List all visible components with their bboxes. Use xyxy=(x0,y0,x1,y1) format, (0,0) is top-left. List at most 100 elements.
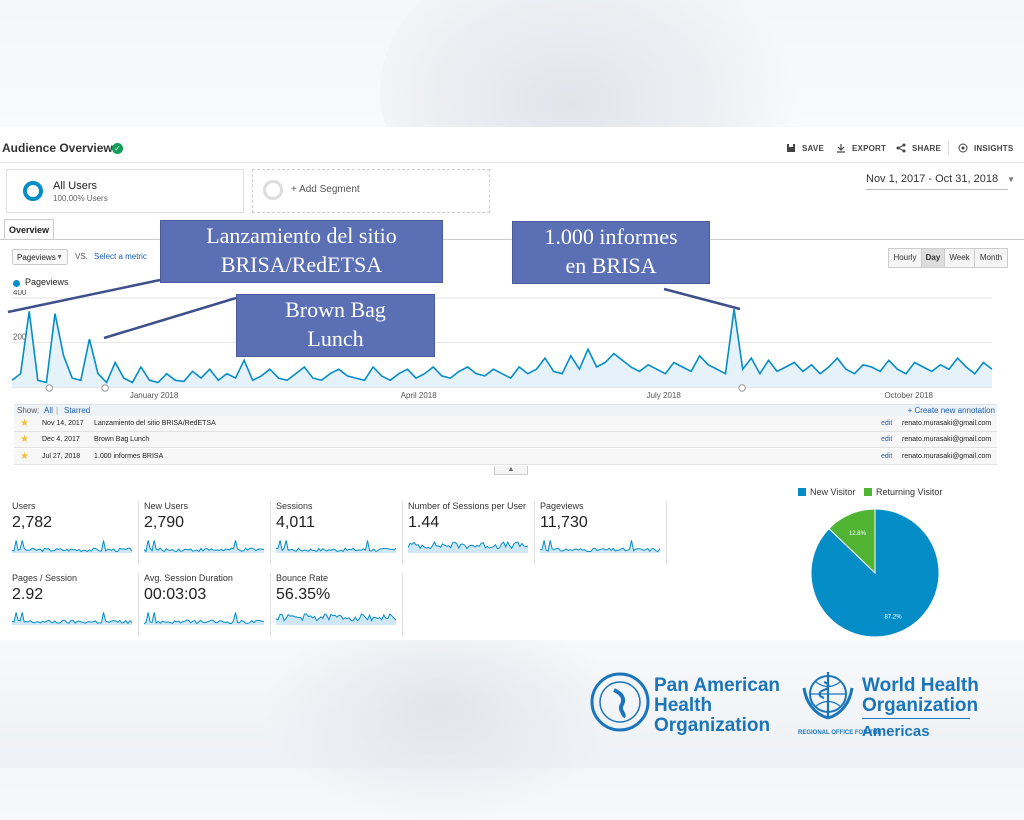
pie-legend-new: New Visitor xyxy=(798,487,855,497)
add-segment-button[interactable]: + Add Segment xyxy=(252,169,490,213)
select-metric-link[interactable]: Select a metric xyxy=(94,252,147,261)
metric-select[interactable]: Pageviews ▼ xyxy=(12,249,68,265)
save-button[interactable]: SAVE xyxy=(786,143,824,153)
segment-all-users[interactable]: All Users 100.00% Users xyxy=(6,169,244,213)
show-all-link[interactable]: All xyxy=(44,406,53,415)
callout-line: Lanzamiento del sitio xyxy=(206,223,397,248)
annotation-row[interactable]: ★ Jul 27, 2018 1.000 informes BRISA edit… xyxy=(14,449,997,465)
add-segment-label: + Add Segment xyxy=(291,184,360,195)
metric-label: Avg. Session Duration xyxy=(144,573,233,583)
who-logo xyxy=(798,668,858,724)
metric-label: Users xyxy=(12,501,36,511)
metric-label: Bounce Rate xyxy=(276,573,329,583)
share-button[interactable]: SHARE xyxy=(896,143,941,153)
metric-card-avg-session-duration[interactable]: Avg. Session Duration 00:03:03 xyxy=(144,573,271,637)
metric-value: 2,782 xyxy=(12,514,53,531)
pageviews-chart: 400 200 January 2018 April 2018 July 2018 Oct… xyxy=(11,290,993,400)
annotation-text: Lanzamiento del sitio BRISA/RedETSA xyxy=(94,420,216,427)
metric-card-pageviews[interactable]: Pageviews 11,730 xyxy=(540,501,667,565)
legend-swatch xyxy=(798,488,806,496)
sparkline xyxy=(540,540,660,553)
sparkline xyxy=(12,540,132,553)
vs-label: VS. xyxy=(75,252,88,261)
granularity-day[interactable]: Day xyxy=(921,248,945,268)
annotation-text: 1.000 informes BRISA xyxy=(94,453,164,460)
pageviews-legend-dot xyxy=(13,280,20,287)
segment-ring-icon xyxy=(23,181,43,201)
callout-line: en BRISA xyxy=(565,253,657,278)
annotation-row[interactable]: ★ Dec 4, 2017 Brown Bag Lunch edit renat… xyxy=(14,432,997,448)
who-americas-label: Americas xyxy=(862,723,930,740)
sparkline-area xyxy=(144,540,264,553)
pie-legend-label: Returning Visitor xyxy=(876,487,943,497)
pie-legend-label: New Visitor xyxy=(810,487,856,497)
metric-label: Number of Sessions per User xyxy=(408,501,527,511)
metric-value: 11,730 xyxy=(540,514,588,531)
toolbar-divider xyxy=(948,141,949,155)
x-tick-label: January 2018 xyxy=(130,391,179,400)
granularity-month[interactable]: Month xyxy=(974,248,1008,268)
visitor-pie-chart: 12.8% 87.2% xyxy=(810,508,940,638)
y-tick-label: 200 xyxy=(13,333,27,342)
paho-logo xyxy=(590,672,650,732)
sparkline-path xyxy=(408,540,528,550)
metric-card-pages-per-session[interactable]: Pages / Session 2.92 xyxy=(12,573,139,637)
sparkline xyxy=(408,540,528,553)
paho-line: Organization xyxy=(654,715,771,736)
metric-card-bounce-rate[interactable]: Bounce Rate 56.35% xyxy=(276,573,403,637)
analytics-panel: Audience Overview ✓ SAVE EXPORT SHARE IN… xyxy=(0,127,1024,640)
sparkline-area xyxy=(276,613,396,625)
callout-line: 1.000 informes xyxy=(544,224,678,249)
granularity-hourly[interactable]: Hourly xyxy=(888,248,922,268)
annotation-row[interactable]: ★ Nov 14, 2017 Lanzamiento del sitio BRI… xyxy=(14,416,997,432)
annotation-date: Jul 27, 2018 xyxy=(42,453,81,460)
metric-label: Sessions xyxy=(276,501,313,511)
sparkline-path xyxy=(276,613,396,622)
annotation-date: Nov 14, 2017 xyxy=(42,420,84,427)
segment-percentage: 100.00% Users xyxy=(53,194,108,203)
annotation-marker xyxy=(45,384,53,392)
x-tick-label: July 2018 xyxy=(647,391,682,400)
x-tick-label: April 2018 xyxy=(401,391,438,400)
date-underline xyxy=(866,189,1008,190)
chevron-down-icon: ▼ xyxy=(56,254,63,261)
metric-label: Pages / Session xyxy=(12,573,78,583)
annotation-edit-link[interactable]: edit xyxy=(881,453,893,460)
tab-overview[interactable]: Overview xyxy=(4,219,54,240)
sparkline-path xyxy=(144,612,264,625)
sparkline xyxy=(144,612,264,625)
export-button[interactable]: EXPORT xyxy=(836,143,886,153)
date-range-picker[interactable]: Nov 1, 2017 - Oct 31, 2018 ▼ xyxy=(866,173,1015,185)
star-icon[interactable]: ★ xyxy=(20,451,29,462)
metric-value: 2.92 xyxy=(12,586,44,603)
export-icon xyxy=(837,144,845,153)
metric-value: 56.35% xyxy=(276,586,331,603)
callout-line: BRISA/RedETSA xyxy=(220,252,383,277)
metric-label: New Users xyxy=(144,501,189,511)
pageviews-area xyxy=(12,309,992,387)
create-annotation-link[interactable]: + Create new annotation xyxy=(907,406,995,415)
collapse-toggle[interactable]: ▲ xyxy=(494,466,528,475)
metric-card-new-users[interactable]: New Users 2,790 xyxy=(144,501,271,565)
metric-card-users[interactable]: Users 2,782 xyxy=(12,501,139,565)
metric-card-sessions[interactable]: Sessions 4,011 xyxy=(276,501,403,565)
save-label: SAVE xyxy=(802,144,824,153)
annotation-text: Brown Bag Lunch xyxy=(94,436,150,443)
metric-label: Pageviews xyxy=(540,501,584,511)
sparkline-path xyxy=(540,540,660,553)
metric-card-sessions-per-user[interactable]: Number of Sessions per User 1.44 xyxy=(408,501,535,565)
metric-select-label: Pageviews xyxy=(17,253,56,262)
annotation-edit-link[interactable]: edit xyxy=(881,420,893,427)
insights-button[interactable]: INSIGHTS xyxy=(958,143,1013,153)
star-icon[interactable]: ★ xyxy=(20,434,29,445)
metric-value: 4,011 xyxy=(276,514,315,531)
annotation-edit-link[interactable]: edit xyxy=(881,436,893,443)
sparkline-area xyxy=(12,540,132,553)
callout-line: Lunch xyxy=(307,326,364,351)
granularity-week[interactable]: Week xyxy=(944,248,975,268)
star-icon[interactable]: ★ xyxy=(20,418,29,429)
sparkline xyxy=(276,613,396,625)
show-starred-link[interactable]: Starred xyxy=(64,406,91,415)
share-icon xyxy=(896,143,906,153)
callout-reports: 1.000 informes en BRISA xyxy=(512,221,710,284)
